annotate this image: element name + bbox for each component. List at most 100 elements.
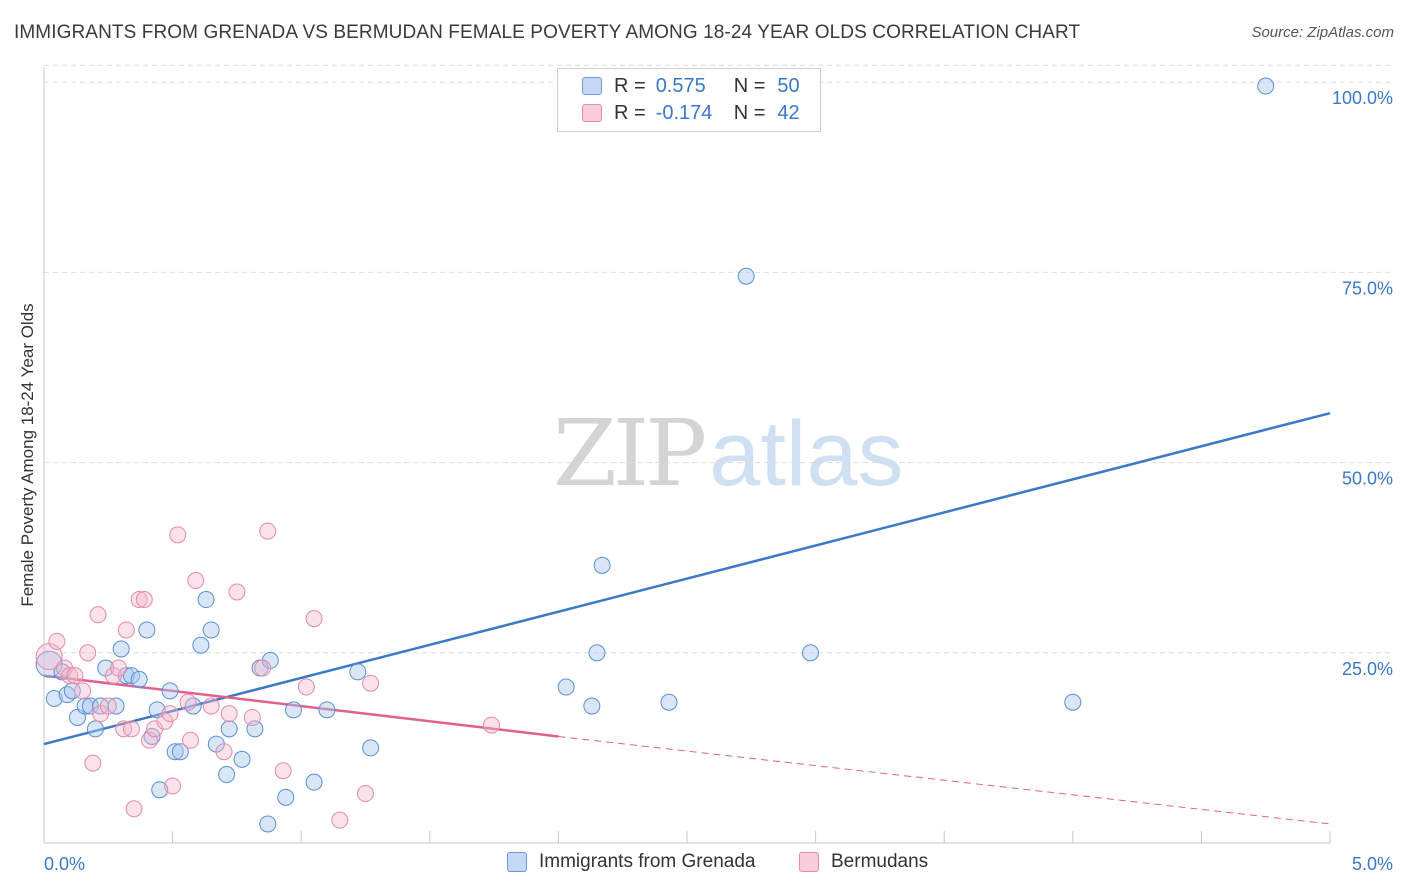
bermudan-point [215, 743, 233, 761]
source-label: Source: ZipAtlas.com [1251, 24, 1394, 41]
legend-r-value: 0.575 [655, 74, 706, 97]
bermudan-point [79, 644, 97, 662]
grenada-point [197, 591, 215, 609]
bermudan-point [483, 716, 501, 734]
watermark-zip: ZIP [553, 400, 707, 507]
bermudan-point [110, 659, 128, 677]
bermudan-point [254, 659, 272, 677]
grenada-point [660, 693, 678, 711]
bermudan-point [161, 705, 179, 723]
grenada-point [588, 644, 606, 662]
grenada-point [1064, 693, 1082, 711]
bermudan-point [89, 606, 107, 624]
bermudan-point [202, 697, 220, 715]
bermudan-point [331, 811, 349, 829]
bermudan-point [140, 731, 158, 749]
y-tick-label: 25.0% [1342, 659, 1393, 679]
axes [43, 67, 1331, 844]
bermudan-point [122, 720, 140, 738]
bermudan-point [74, 682, 92, 700]
series-legend: Immigrants from Grenada Bermudans [0, 851, 1406, 877]
y-tick-label: 50.0% [1342, 469, 1393, 489]
bermudan-point [169, 526, 187, 544]
legend-item-grenada: Immigrants from Grenada [507, 851, 755, 873]
trend-lines [43, 411, 1331, 825]
grenada-point [284, 701, 302, 719]
bermudan-point [228, 583, 246, 601]
bermudan-point [220, 705, 238, 723]
grenada-point [130, 670, 148, 688]
grenada-point [171, 743, 189, 761]
bermudan-trend-line [43, 674, 559, 738]
grenada-point [220, 720, 238, 738]
grenada-point [151, 781, 169, 799]
legend-swatch-pink [799, 852, 819, 872]
grenada-point [166, 743, 184, 761]
grenada-point [557, 678, 575, 696]
bermudan-point [125, 800, 143, 818]
y-tick-label: 100.0% [1332, 88, 1393, 108]
bermudan-point [243, 708, 261, 726]
grenada-point [362, 739, 380, 757]
grenada-point [737, 267, 755, 285]
bermudan-point [84, 754, 102, 772]
grenada-point [218, 766, 236, 784]
bermudan-point [135, 591, 153, 609]
grid-lines [44, 64, 1392, 654]
y-tick-label: 75.0% [1342, 278, 1393, 298]
bermudan-point [297, 678, 315, 696]
bermudan-point [179, 693, 197, 711]
legend-n-value: 50 [777, 74, 800, 97]
bermudan-point [362, 674, 380, 692]
grenada-point [138, 621, 156, 639]
grenada-point [202, 621, 220, 639]
bermudan-point [305, 610, 323, 628]
x-tick-label: 0.0% [44, 854, 85, 874]
grenada-point [318, 701, 336, 719]
watermark-atlas: atlas [709, 403, 904, 505]
grenada-point [112, 640, 130, 658]
grenada-point [86, 720, 104, 738]
bermudan-point [117, 621, 135, 639]
bermudan-point [182, 731, 200, 749]
bermudan-point [99, 697, 117, 715]
bermudan-point [259, 522, 277, 540]
grenada-point [349, 663, 367, 681]
data-points [35, 77, 1275, 833]
legend-row-bermudans: R = -0.174 N = 42 [582, 100, 800, 126]
grenada-point [305, 773, 323, 791]
tick-labels: 25.0% 50.0% 75.0% 100.0% 0.0% 5.0% [44, 88, 1393, 874]
grenada-point [122, 667, 140, 685]
bermudan-point [274, 762, 292, 780]
grenada-point [1257, 77, 1275, 95]
legend-n-value: 42 [777, 101, 800, 124]
grenada-point [583, 697, 601, 715]
grenada-point [233, 750, 251, 768]
bermudan-point [48, 632, 66, 650]
legend-swatch-blue [582, 77, 602, 95]
grenada-point [277, 788, 295, 806]
grenada-point [161, 682, 179, 700]
bermudan-point [357, 785, 374, 803]
legend-item-label: Bermudans [831, 851, 929, 872]
chart-title: IMMIGRANTS FROM GRENADA VS BERMUDAN FEMA… [14, 22, 1081, 43]
grenada-point [45, 689, 63, 707]
legend-n-label: N = [733, 74, 766, 97]
x-tick-label: 5.0% [1352, 854, 1393, 874]
bermudan-trend-extension [558, 735, 1331, 825]
legend-r-label: R = [614, 74, 646, 97]
legend-item-bermudans: Bermudans [799, 851, 928, 873]
bermudan-point [130, 591, 148, 609]
legend-r-label: R = [614, 101, 646, 124]
legend-row-grenada: R = 0.575 N = 50 [582, 73, 800, 99]
grenada-trend-line [43, 411, 1331, 746]
bermudan-point [66, 667, 84, 685]
legend-swatch-pink [582, 104, 602, 122]
legend-swatch-blue [507, 852, 527, 872]
legend-item-label: Immigrants from Grenada [539, 851, 756, 872]
correlation-legend: R = 0.575 N = 50 R = -0.174 N = 42 [557, 68, 821, 132]
bermudan-point [61, 667, 79, 685]
bermudan-point [187, 572, 205, 590]
grenada-point [259, 815, 277, 833]
